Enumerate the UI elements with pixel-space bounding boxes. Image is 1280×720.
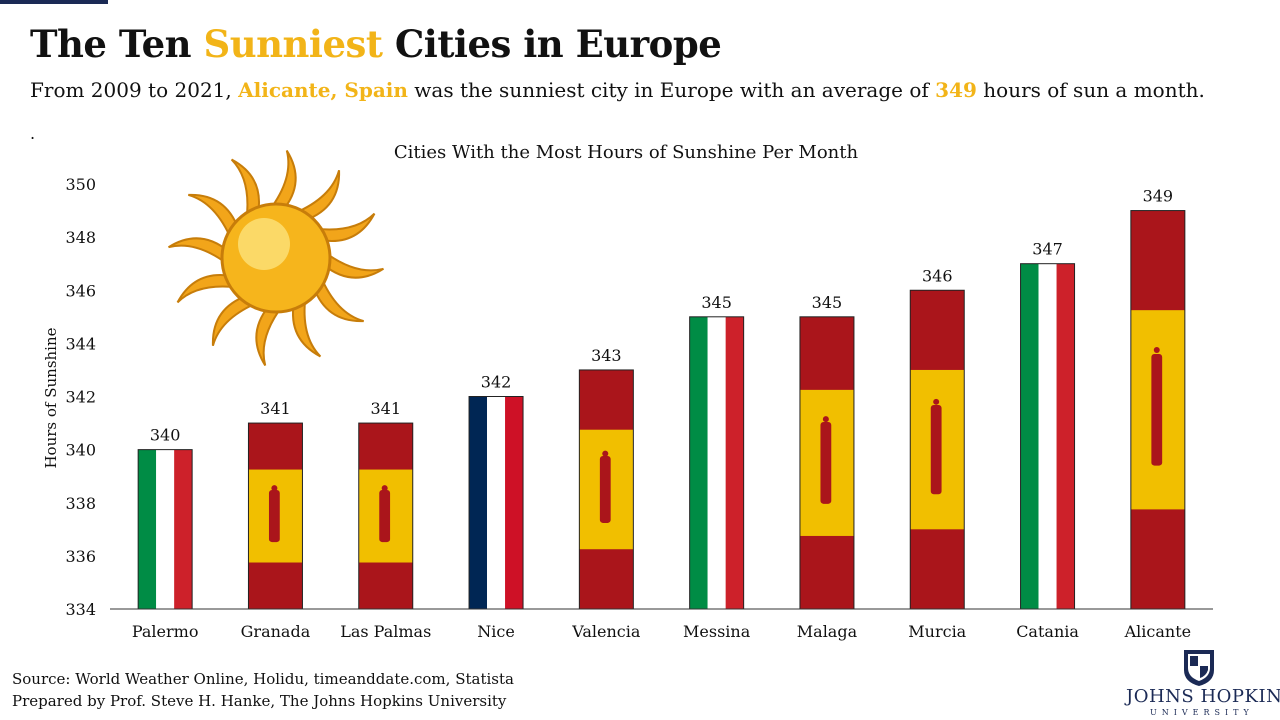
x-tick-label: Palermo [132,622,199,641]
x-tick-label: Las Palmas [340,622,431,641]
bar-granada [247,422,303,610]
labels: 340 Palermo 341 Granada 341 Las Palmas 342 Nice… [132,187,1191,641]
flag-stripe-green [1020,263,1039,609]
data-label: 343 [591,346,622,365]
y-tick-label: 350 [65,175,96,194]
coat-of-arms-icon [599,456,611,523]
coat-of-arms-crown-icon [822,416,829,423]
flag-stripe-red [1056,263,1075,609]
y-tick-label: 346 [65,281,96,300]
data-label: 346 [922,266,953,285]
logo-name: JOHNS HOPKINS [1126,686,1280,707]
data-label: 341 [370,399,401,418]
y-tick-label: 348 [65,228,96,247]
y-tick-label: 336 [65,547,96,566]
stray-dot: . [30,124,36,143]
bar-alicante [1130,210,1186,610]
y-tick-label: 344 [65,334,96,353]
subtitle-city: Alicante, Spain [238,78,408,102]
coat-of-arms-crown-icon [271,485,278,492]
subtitle-value: 349 [935,78,977,102]
y-tick-label: 338 [65,494,96,513]
logo-subtitle: UNIVERSITY [1150,708,1254,717]
x-tick-label: Nice [477,622,515,641]
sun-ray [230,158,260,223]
x-tick-label: Granada [241,622,311,641]
sun-ray [255,304,285,366]
title-highlight: Sunniest [203,22,383,66]
bar-valencia [578,369,634,610]
data-label: 349 [1143,187,1174,206]
chart-title: Cities With the Most Hours of Sunshine P… [394,142,859,163]
flag-stripe-white [156,449,175,609]
sun-highlight [238,218,290,270]
data-label: 345 [701,293,732,312]
bar-messina [689,316,745,610]
data-label: 347 [1032,240,1063,259]
coat-of-arms-crown-icon [381,485,388,492]
sun-ray [311,212,376,242]
y-axis-ticks: 334 336 338 340 342 344 346 348 350 [65,175,96,619]
data-label: 345 [812,293,843,312]
data-label: 341 [260,399,291,418]
flag-stripe-white [1038,263,1057,609]
flag-stripe-blue [469,396,488,609]
y-tick-label: 342 [65,388,96,407]
flag-stripe-red [505,396,524,609]
bar-las-palmas [358,422,414,610]
x-tick-label: Catania [1016,622,1079,641]
flag-stripe-green [138,449,157,609]
coat-of-arms-crown-icon [933,398,940,405]
flag-stripe-green [689,316,708,609]
data-label: 340 [150,426,181,445]
coat-of-arms-icon [930,405,942,495]
coat-of-arms-icon [1151,354,1163,466]
page-subtitle: From 2009 to 2021, Alicante, Spain was t… [30,78,1205,102]
sun-ray [176,274,241,304]
flag-stripe-white [487,396,506,609]
prepared-by-text: Prepared by Prof. Steve H. Hanke, The Jo… [12,692,507,710]
top-accent-bar [0,0,108,4]
x-tick-label: Malaga [797,622,858,641]
page-title: The Ten Sunniest Cities in Europe [30,22,722,66]
y-tick-label: 340 [65,441,96,460]
x-tick-label: Murcia [908,622,966,641]
bar-palermo [137,449,193,610]
y-axis-label: Hours of Sunshine [42,327,60,468]
jhu-shield-icon [1184,650,1214,686]
x-tick-label: Messina [683,622,751,641]
x-tick-label: Alicante [1124,622,1192,641]
flag-stripe-red [725,316,744,609]
sun-ray [322,249,384,279]
jhu-logo: JOHNS HOPKINS UNIVERSITY [1126,646,1280,717]
sun-ray [292,293,322,358]
source-notes: Source: World Weather Online, Holidu, ti… [12,668,514,712]
flag-stripe-white [707,316,726,609]
bar-nice [468,396,524,610]
sun-ray [267,150,297,212]
sun-illustration [168,150,384,366]
y-tick-label: 334 [65,600,96,619]
bars [137,210,1186,610]
bar-murcia [909,289,965,610]
x-tick-label: Valencia [571,622,641,641]
sun-ray [168,237,230,267]
source-text: Source: World Weather Online, Holidu, ti… [12,670,514,688]
coat-of-arms-icon [268,490,280,543]
coat-of-arms-icon [820,422,832,504]
bar-malaga [799,316,855,610]
coat-of-arms-crown-icon [602,450,609,457]
coat-of-arms-crown-icon [1153,347,1160,354]
flag-stripe-red [174,449,193,609]
coat-of-arms-icon [379,490,391,543]
bar-catania [1020,263,1076,610]
data-label: 342 [481,373,512,392]
